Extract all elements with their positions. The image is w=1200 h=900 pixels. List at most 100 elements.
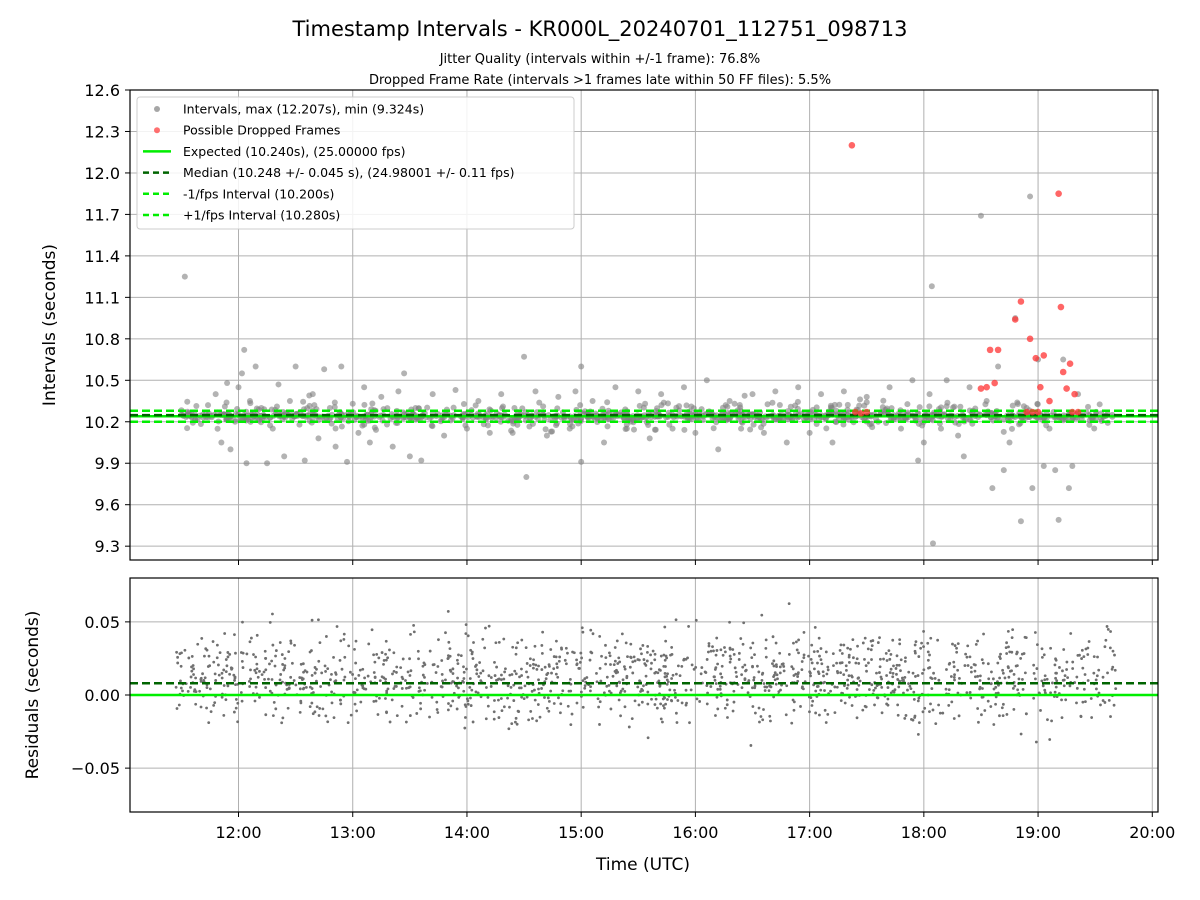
residual-point [861,708,865,712]
residual-point [354,677,357,681]
residual-point [692,667,696,671]
residual-point [372,699,376,703]
residual-point [642,684,645,688]
interval-point [1029,485,1036,492]
interval-point [555,393,562,400]
residual-point [456,658,459,662]
residual-point [446,656,450,660]
residual-point [179,686,183,690]
residual-point [725,703,729,707]
residual-point [973,669,977,673]
residual-point [1094,678,1098,682]
residual-point [1089,697,1093,700]
residual-point [970,670,973,674]
residual-point [732,653,736,656]
residual-point [1097,691,1101,695]
residual-point [653,671,657,675]
x-axis-label: Time (UTC) [595,855,690,875]
residual-point [317,659,321,663]
interval-point [326,404,333,411]
interval-point [193,402,200,409]
residual-point [774,682,778,686]
residual-point [945,668,948,671]
interval-point [218,439,225,446]
residual-point [595,680,599,684]
residual-point [241,620,244,624]
residual-point [646,702,650,706]
residual-point [1086,646,1090,650]
residual-point [609,663,612,666]
residual-point [633,699,637,703]
residual-point [286,706,290,710]
residual-point [408,674,412,677]
residual-point [186,689,190,693]
residual-point [523,684,527,688]
residual-point [773,678,777,682]
residual-point [385,691,389,695]
residual-point [1049,691,1052,695]
residual-point [236,720,240,724]
interval-point [1040,463,1047,469]
interval-point [1027,193,1034,200]
dropped-frame-point [986,346,994,354]
residual-point [208,664,212,668]
residual-point [478,661,482,664]
residual-point [674,672,678,676]
residual-point [334,672,338,676]
interval-point [886,384,893,391]
residual-point [264,713,268,717]
residual-point [839,699,843,703]
residual-point [896,713,900,717]
dropped-frame-point [991,379,998,387]
residual-point [711,645,714,649]
residual-point [663,672,667,675]
interval-point [749,391,756,398]
residual-point [751,686,754,690]
residual-point [956,691,960,695]
interval-point [300,398,307,405]
residual-point [981,695,985,699]
residual-point [874,686,877,690]
interval-point [355,429,362,436]
residual-point [706,691,709,695]
residual-point [716,707,720,711]
residual-point [929,702,932,706]
residual-point [596,697,600,701]
interval-point [572,388,579,395]
residual-point [908,684,912,688]
residual-point [1010,636,1014,640]
residual-point [224,658,228,661]
residual-point [907,682,910,685]
residual-point [694,665,698,669]
interval-point [604,423,611,430]
residual-point [775,665,778,669]
residual-point [816,661,819,665]
residual-point [559,711,562,715]
interval-point [880,397,887,404]
residual-point [605,675,609,679]
residual-point [513,720,517,724]
interval-point [378,393,385,400]
interval-point [988,410,995,417]
residual-point [359,700,363,704]
residual-point [608,654,612,658]
interval-point [950,404,957,411]
interval-point [683,402,690,409]
residual-point [255,667,259,671]
residual-point [349,713,353,717]
residual-point [373,676,377,679]
top-y-tick-label: 9.9 [95,454,120,473]
residual-point [1008,669,1012,673]
residual-point [772,675,775,678]
interval-point [1046,425,1053,432]
interval-point [758,424,765,431]
residual-point [233,633,236,637]
residual-point [807,695,811,699]
residual-point [980,713,983,717]
interval-point [450,404,457,411]
residual-point [760,613,764,617]
residual-point [716,662,720,666]
residual-point [982,632,985,636]
residual-point [324,670,327,673]
interval-point [238,370,245,377]
